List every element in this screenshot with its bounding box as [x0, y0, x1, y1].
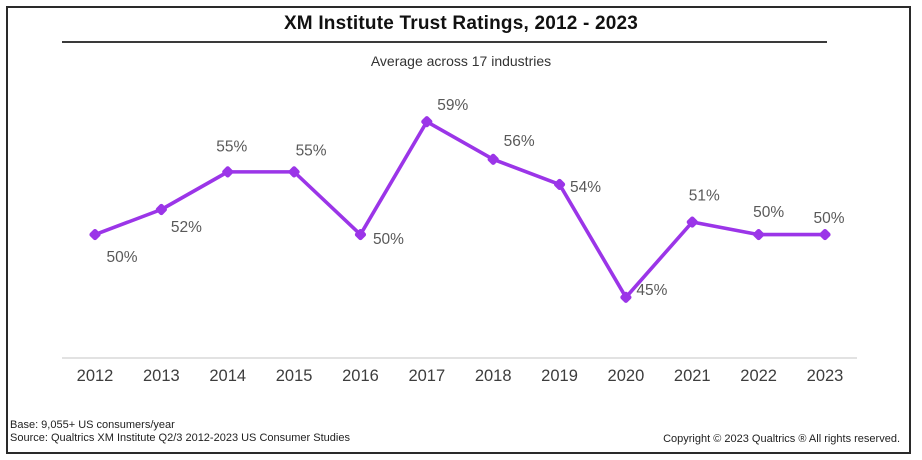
data-point-2019	[553, 178, 566, 191]
data-point-2012	[89, 228, 101, 241]
data-label-2019: 54%	[570, 179, 601, 196]
chart-subtitle: Average across 17 industries	[370, 53, 552, 69]
data-label-2018: 56%	[504, 133, 535, 150]
footer-source-note: Source: Qualtrics XM Institute Q2/3 2012…	[10, 432, 350, 444]
x-axis-label-2021: 2021	[674, 367, 711, 385]
x-axis-label-2018: 2018	[475, 367, 512, 385]
x-axis-label-2015: 2015	[276, 367, 313, 385]
x-axis-label-2022: 2022	[740, 367, 777, 385]
data-label-2020: 45%	[636, 282, 667, 299]
x-axis-label-2020: 2020	[608, 367, 645, 385]
x-axis-label-2013: 2013	[143, 367, 180, 385]
data-point-2021	[686, 216, 698, 228]
data-point-2022	[753, 228, 765, 241]
data-label-2012: 50%	[106, 249, 137, 266]
data-point-2020	[620, 291, 632, 303]
data-label-2013: 52%	[171, 219, 202, 236]
data-point-2018	[487, 153, 499, 165]
x-axis-label-2023: 2023	[807, 367, 844, 385]
data-point-2013	[155, 203, 167, 216]
data-point-2023	[819, 228, 831, 241]
x-axis-label-2019: 2019	[541, 367, 578, 385]
data-label-2021: 51%	[689, 188, 720, 205]
footer-copyright: Copyright © 2023 Qualtrics ® All rights …	[663, 433, 900, 445]
data-label-2022: 50%	[753, 204, 784, 221]
x-axis-label-2017: 2017	[408, 367, 445, 385]
data-label-2017: 59%	[437, 97, 468, 114]
trend-line	[93, 119, 827, 300]
footer-notes: Base: 9,055+ US consumers/year Source: Q…	[10, 419, 350, 445]
data-label-2015: 55%	[296, 142, 327, 159]
data-point-2016	[354, 228, 367, 241]
data-label-2014: 55%	[216, 138, 247, 155]
x-axis-label-2016: 2016	[342, 367, 379, 385]
x-axis-label-2014: 2014	[209, 367, 246, 385]
data-point-2015	[288, 166, 300, 178]
title-divider-line	[62, 41, 827, 43]
chart-title: XM Institute Trust Ratings, 2012 - 2023	[283, 13, 639, 34]
data-label-2016: 50%	[373, 231, 404, 248]
data-point-2017	[421, 116, 433, 128]
x-axis-label-2012: 2012	[77, 367, 114, 385]
footer-base-note: Base: 9,055+ US consumers/year	[10, 419, 175, 431]
data-label-2023: 50%	[813, 210, 844, 227]
data-point-2014	[222, 166, 234, 178]
